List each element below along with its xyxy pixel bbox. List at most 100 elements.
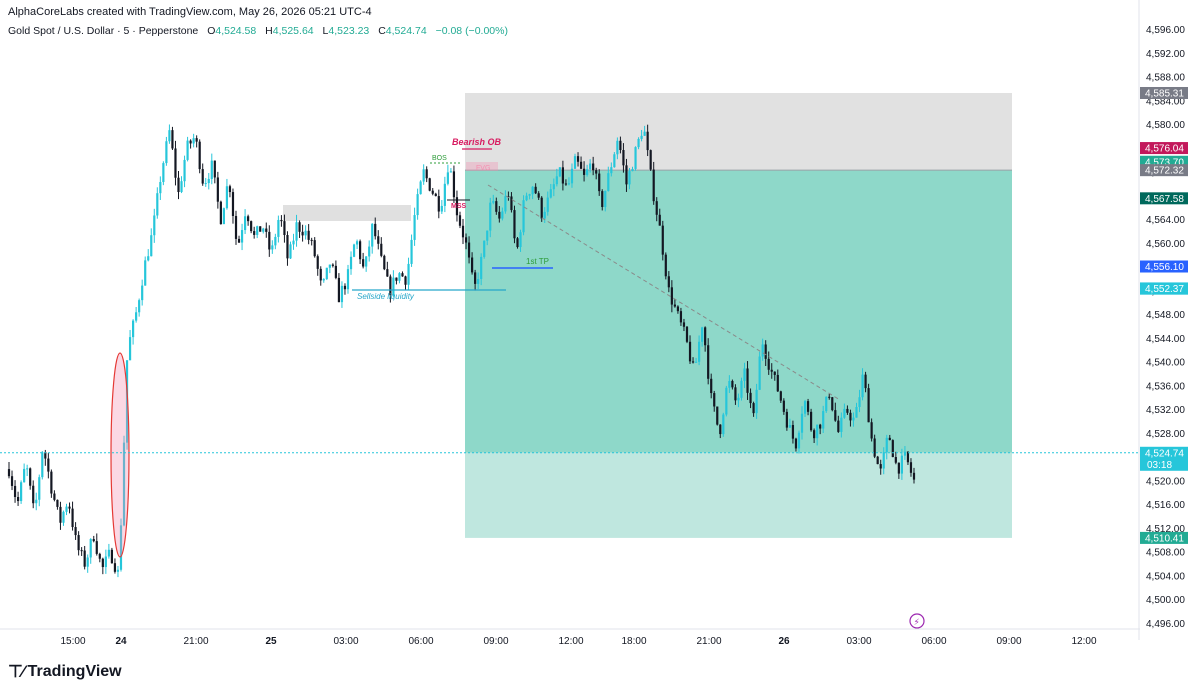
candle-body — [386, 269, 389, 277]
candle-body — [903, 451, 907, 456]
candle-body — [549, 189, 552, 198]
projection-line — [487, 184, 841, 401]
candle — [828, 393, 831, 400]
candle — [286, 231, 289, 266]
candle-body — [595, 170, 598, 174]
candle-body — [643, 131, 646, 136]
candle-body — [352, 244, 356, 257]
candle — [552, 178, 555, 197]
candle — [162, 161, 165, 186]
price-box-label: 4,572.32 — [1145, 166, 1184, 177]
candle-body — [679, 311, 683, 323]
candle — [237, 235, 241, 244]
candle-body — [567, 183, 571, 185]
candle-body — [283, 221, 286, 236]
time-axis[interactable]: 15:00 24 21:00 25 03:00 06:00 09:00 12:00 18:00 2… — [0, 628, 1140, 647]
candle — [540, 196, 543, 222]
candle-body — [243, 216, 247, 231]
low-value: 4,523.23 — [328, 25, 370, 37]
candle-body — [340, 285, 344, 303]
candle-body — [392, 277, 395, 296]
candle — [649, 149, 652, 171]
time-tick: 06:00 — [408, 636, 433, 647]
price-box: 4,572.32 — [1140, 164, 1188, 177]
price-tick: 4,520.00 — [1146, 476, 1185, 487]
candle-body — [207, 178, 210, 184]
candle-body — [337, 277, 341, 303]
candle-body — [873, 438, 876, 457]
candle-body — [619, 140, 622, 151]
candle — [722, 412, 725, 437]
candle-body — [682, 322, 686, 327]
candle-body — [116, 569, 120, 572]
candle-body — [189, 140, 192, 144]
candle-body — [201, 169, 204, 184]
candle-body — [277, 219, 280, 237]
candle — [328, 264, 331, 274]
candle-body — [616, 140, 619, 155]
price-tick: 4,564.00 — [1146, 215, 1185, 226]
candle — [664, 252, 667, 280]
candle — [761, 338, 764, 361]
candle-body — [92, 539, 95, 542]
candle — [301, 224, 304, 242]
price-tick: 4,560.00 — [1146, 239, 1185, 250]
price-box-label: 4,556.10 — [1145, 262, 1184, 273]
candle-body — [213, 160, 216, 178]
candle — [743, 362, 746, 389]
price-axis[interactable]: 4,596.00 4,592.00 4,588.00 4,584.00 4,580.00… — [1138, 0, 1188, 640]
candle — [404, 275, 407, 290]
time-tick: 26 — [778, 636, 790, 647]
candle-body — [637, 138, 640, 148]
lightning-glyph: ⚡ — [914, 618, 920, 628]
price-tick: 4,584.00 — [1146, 96, 1185, 107]
candle-body — [265, 228, 268, 232]
tradingview-brand[interactable]: ⊤⁄ TradingView — [8, 662, 122, 682]
candle — [643, 125, 646, 136]
candle-body — [598, 173, 601, 192]
candle-body — [849, 412, 852, 421]
candle — [83, 545, 86, 570]
candle — [292, 233, 295, 250]
candle-body — [513, 210, 516, 239]
candle — [516, 237, 519, 249]
candle-body — [104, 556, 107, 568]
candle-body — [183, 159, 186, 182]
candle-body — [604, 190, 607, 207]
candle-body — [694, 361, 698, 363]
candle-body — [304, 230, 307, 236]
candle — [764, 340, 767, 366]
candle — [431, 188, 434, 196]
candle — [876, 455, 879, 465]
symbol-name[interactable]: Gold Spot / U.S. Dollar · 5 · Pepperston… — [8, 25, 199, 37]
candle-body — [398, 273, 401, 281]
candle-body — [443, 183, 446, 206]
candle-body — [483, 240, 486, 257]
candle — [243, 209, 247, 234]
candle — [35, 492, 38, 511]
candle-body — [870, 422, 873, 439]
candle — [95, 533, 98, 556]
candle — [770, 363, 773, 379]
mss-label: MSS — [451, 203, 467, 210]
candle-body — [231, 192, 235, 216]
candle-body — [522, 200, 525, 233]
candle — [38, 474, 41, 507]
candle-body — [552, 184, 555, 190]
candle-body — [852, 417, 855, 421]
candle-body — [579, 161, 583, 169]
candle — [368, 240, 371, 262]
candle — [138, 298, 141, 317]
candle-body — [35, 499, 38, 504]
candle-body — [234, 215, 238, 239]
candle-body — [486, 230, 489, 241]
candle — [86, 554, 89, 573]
candle — [180, 176, 183, 194]
candle-body — [519, 232, 522, 248]
candle — [691, 357, 695, 364]
candle-body — [510, 196, 513, 211]
candle-body — [259, 226, 262, 232]
candle — [198, 139, 201, 174]
symbol-legend[interactable]: Gold Spot / U.S. Dollar · 5 · Pepperston… — [8, 25, 508, 37]
